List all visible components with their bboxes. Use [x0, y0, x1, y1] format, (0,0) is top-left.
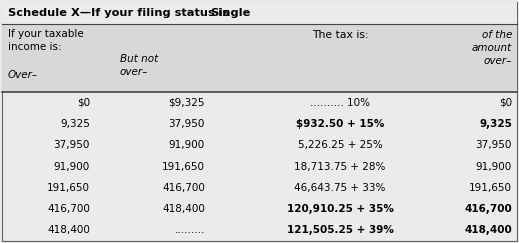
Text: 418,400: 418,400 [162, 204, 205, 214]
Text: 191,650: 191,650 [162, 162, 205, 172]
Text: 9,325: 9,325 [60, 119, 90, 129]
Text: $0: $0 [499, 98, 512, 108]
Bar [2, 2, 517, 24]
Text: 121,505.25 + 39%: 121,505.25 + 39% [286, 225, 393, 235]
Text: $932.50 + 15%: $932.50 + 15% [296, 119, 384, 129]
Text: 191,650: 191,650 [469, 183, 512, 193]
Text: 91,900: 91,900 [169, 140, 205, 150]
Text: Over–: Over– [8, 70, 38, 80]
Text: The tax is:: The tax is: [312, 30, 368, 40]
Text: 91,900: 91,900 [54, 162, 90, 172]
Text: $9,325: $9,325 [169, 98, 205, 108]
Text: 46,643.75 + 33%: 46,643.75 + 33% [294, 183, 386, 193]
Text: 37,950: 37,950 [169, 119, 205, 129]
Text: 416,700: 416,700 [47, 204, 90, 214]
Bar [2, 24, 517, 92]
Text: 37,950: 37,950 [475, 140, 512, 150]
Text: 416,700: 416,700 [162, 183, 205, 193]
Text: 120,910.25 + 35%: 120,910.25 + 35% [286, 204, 393, 214]
Text: 91,900: 91,900 [476, 162, 512, 172]
Text: of the
amount
over–: of the amount over– [472, 30, 512, 66]
Text: .......... 10%: .......... 10% [310, 98, 370, 108]
Text: 416,700: 416,700 [465, 204, 512, 214]
Text: 9,325: 9,325 [479, 119, 512, 129]
Text: 418,400: 418,400 [47, 225, 90, 235]
Text: If your taxable
income is:: If your taxable income is: [8, 29, 84, 52]
Text: 418,400: 418,400 [465, 225, 512, 235]
Text: 37,950: 37,950 [53, 140, 90, 150]
Text: $0: $0 [77, 98, 90, 108]
Text: .........: ......... [174, 225, 205, 235]
Text: But not
over–: But not over– [120, 54, 158, 77]
Text: 18,713.75 + 28%: 18,713.75 + 28% [294, 162, 386, 172]
Text: Schedule X—If your filing status is: Schedule X—If your filing status is [8, 8, 234, 18]
Text: Single: Single [210, 8, 250, 18]
Text: 191,650: 191,650 [47, 183, 90, 193]
Text: 5,226.25 + 25%: 5,226.25 + 25% [297, 140, 383, 150]
